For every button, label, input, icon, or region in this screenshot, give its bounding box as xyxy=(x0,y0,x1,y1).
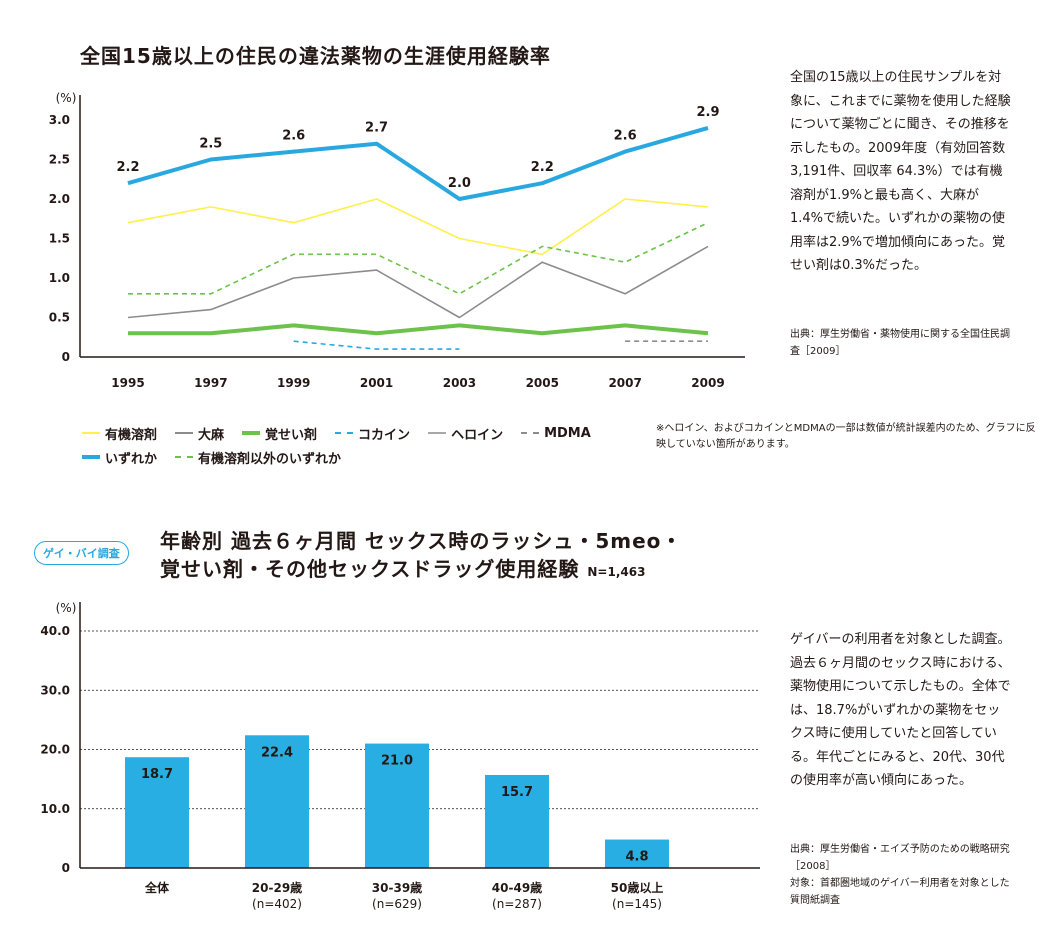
y-tick-label: 0 xyxy=(62,861,70,875)
chart2-description: ゲイバーの利用者を対象とした調査。過去６ヶ月間のセックス時における、薬物使用につ… xyxy=(790,632,1011,788)
series-line xyxy=(293,340,460,350)
legend-label: 覚せい剤 xyxy=(265,427,318,443)
category-label: 全体 xyxy=(144,880,170,895)
survey-badge: ゲイ・バイ調査 xyxy=(34,541,129,565)
legend-label: ヘロイン xyxy=(451,427,504,443)
series-line xyxy=(127,125,709,201)
category-label: 50歳以上 xyxy=(611,880,664,895)
series-line xyxy=(128,323,709,336)
data-label: 2.2 xyxy=(116,160,139,175)
y-tick-label: 0 xyxy=(62,350,70,364)
chart1-note: ※ヘロイン、およびコカインとMDMAの一部は数値が統計誤差内のため、グラフに反映… xyxy=(656,423,1036,450)
y-tick-label: 40.0 xyxy=(40,624,70,638)
x-tick-label: 1995 xyxy=(111,376,144,390)
y-unit-label: (%) xyxy=(56,601,77,615)
category-sublabel: (n=629) xyxy=(372,897,422,911)
x-tick-label: 2001 xyxy=(360,376,393,390)
legend-item-heroin: ヘロイン xyxy=(428,424,503,443)
bar-chart: (%) 0 10.0 20.0 30.0 40.0 18.7 全体 22.4 20-29歳 (n=4… xyxy=(40,601,760,911)
bar-value-label: 22.4 xyxy=(261,745,293,760)
sample-size: N=1,463 xyxy=(587,565,646,579)
chart1-legend: 有機溶剤 大麻 覚せい剤 コカイン ヘロイン MDMA いずれか 有機溶剤以外の… xyxy=(82,421,662,469)
y-tick-label: 0.5 xyxy=(49,311,70,325)
legend-swatch xyxy=(175,432,194,434)
legend-swatch xyxy=(521,432,540,434)
legend-swatch xyxy=(428,432,447,434)
legend-label: コカイン xyxy=(358,427,411,443)
chart2-target-line: 対象：首都圏地域のゲイバー利用者を対象とした質問紙調査 xyxy=(790,878,1010,906)
y-tick-label: 1.0 xyxy=(49,271,70,285)
data-label: 2.6 xyxy=(282,129,305,144)
category-sublabel: (n=287) xyxy=(492,897,542,911)
data-label: 2.6 xyxy=(614,129,637,144)
legend-label: いずれか xyxy=(105,451,158,467)
y-tick-label: 20.0 xyxy=(40,743,70,757)
data-label: 2.5 xyxy=(199,137,222,152)
y-unit-label: (%) xyxy=(56,91,77,105)
x-tick-label: 1997 xyxy=(194,376,227,390)
line-chart: (%) 0 0.5 1.0 1.5 2.0 2.5 3.0 1995 1997 1999 2001 20… xyxy=(49,91,745,390)
chart2-title: 年齢別 過去６ヶ月間 セックス時のラッシュ・5meo・ 覚せい剤・その他セックス… xyxy=(160,527,682,586)
legend-label: MDMA xyxy=(544,425,591,441)
chart1-description: 全国の15歳以上の住民サンプルを対象に、これまでに薬物を使用した経験について薬物… xyxy=(790,70,1011,273)
legend-row: 有機溶剤 大麻 覚せい剤 コカイン ヘロイン MDMA xyxy=(82,421,662,445)
category-sublabel: (n=402) xyxy=(252,897,302,911)
y-tick-label: 10.0 xyxy=(40,802,70,816)
y-tick-label: 30.0 xyxy=(40,683,70,697)
series-line xyxy=(128,221,709,295)
x-tick-label: 2003 xyxy=(443,376,476,390)
legend-item-organic-solvent: 有機溶剤 xyxy=(82,424,157,443)
chart2-source-line: 出典：厚生労働省・エイズ予防のための戦略研究［2008］ xyxy=(790,844,1010,872)
y-tick-label: 1.5 xyxy=(49,232,70,246)
legend-item-mdma: MDMA xyxy=(521,426,591,441)
bar-value-label: 15.7 xyxy=(501,785,533,800)
x-tick-label: 2007 xyxy=(608,376,641,390)
bar xyxy=(365,743,429,868)
series-line xyxy=(127,245,709,319)
y-tick-label: 2.0 xyxy=(49,192,70,206)
chart1-source: 出典：厚生労働省・薬物使用に関する全国住民調査［2009］ xyxy=(790,329,1010,357)
legend-item-stimulant: 覚せい剤 xyxy=(242,424,317,443)
category-label: 30-39歳 xyxy=(372,880,422,895)
legend-item-cannabis: 大麻 xyxy=(175,424,224,443)
chart2-title-line2: 覚せい剤・その他セックスドラッグ使用経験 xyxy=(160,557,580,581)
y-tick-label: 3.0 xyxy=(49,113,70,127)
legend-swatch xyxy=(82,455,100,459)
legend-item-any-excl-solvent: 有機溶剤以外のいずれか xyxy=(175,448,341,467)
data-label: 2.9 xyxy=(696,105,719,120)
category-sublabel: (n=145) xyxy=(612,897,662,911)
bar xyxy=(485,774,549,868)
legend-label: 有機溶剤以外のいずれか xyxy=(198,451,342,467)
data-label: 2.7 xyxy=(365,121,388,136)
legend-label: 大麻 xyxy=(198,427,225,443)
bar xyxy=(245,735,309,868)
legend-label: 有機溶剤 xyxy=(105,427,158,443)
chart1-title: 全国15歳以上の住民の違法薬物の生涯使用経験率 xyxy=(80,44,551,68)
data-label: 2.2 xyxy=(531,160,554,175)
legend-item-any: いずれか xyxy=(82,448,157,467)
legend-item-cocaine: コカイン xyxy=(335,424,410,443)
x-tick-label: 2009 xyxy=(691,376,724,390)
bar-value-label: 18.7 xyxy=(141,767,173,782)
legend-swatch xyxy=(335,432,354,434)
bar-value-label: 21.0 xyxy=(381,754,413,769)
category-label: 40-49歳 xyxy=(492,880,542,895)
legend-row: いずれか 有機溶剤以外のいずれか xyxy=(82,445,662,469)
data-label: 2.0 xyxy=(448,176,471,191)
x-tick-label: 2005 xyxy=(526,376,559,390)
legend-swatch xyxy=(175,456,194,458)
chart2-source: 出典：厚生労働省・エイズ予防のための戦略研究［2008］ 対象：首都圏地域のゲイ… xyxy=(790,841,1012,909)
x-tick-label: 1999 xyxy=(277,376,310,390)
bar-value-label: 4.8 xyxy=(625,850,648,865)
y-tick-label: 2.5 xyxy=(49,153,70,167)
legend-swatch xyxy=(242,431,261,435)
chart2-title-line1: 年齢別 過去６ヶ月間 セックス時のラッシュ・5meo・ xyxy=(160,529,683,553)
legend-swatch xyxy=(82,432,100,434)
category-label: 20-29歳 xyxy=(252,880,302,895)
bar xyxy=(605,839,669,868)
bar xyxy=(125,757,189,868)
series-line xyxy=(127,198,709,256)
